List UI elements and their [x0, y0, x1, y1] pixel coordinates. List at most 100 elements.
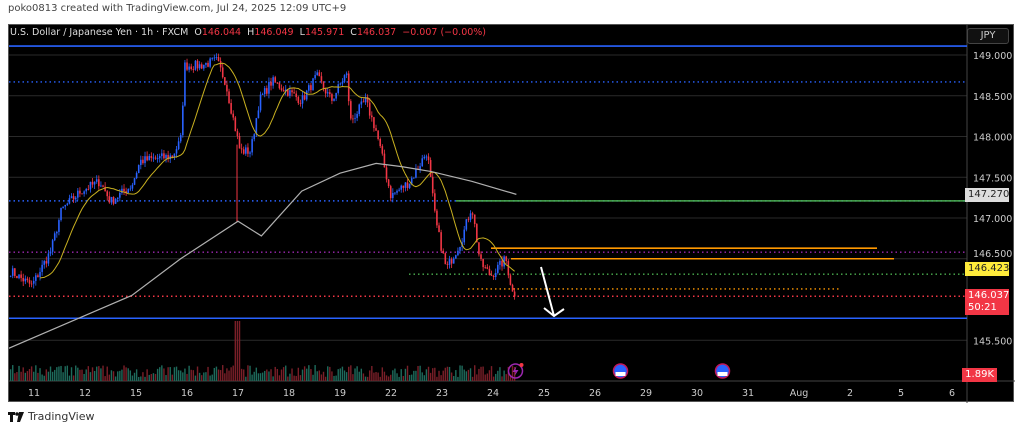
volume-bar — [207, 366, 209, 381]
candle — [209, 58, 211, 67]
fast-moving-average — [39, 62, 515, 279]
volume-bar — [102, 365, 104, 381]
candle — [465, 219, 468, 230]
volume-bar — [385, 375, 388, 381]
close-value: 146.037 — [356, 27, 397, 38]
candle — [274, 77, 277, 83]
candle — [358, 104, 361, 114]
volume-bar — [322, 371, 325, 381]
time-tick-label: 30 — [691, 388, 703, 399]
candle — [91, 181, 94, 185]
volume-bar — [337, 369, 339, 381]
candle — [26, 278, 29, 281]
candle — [121, 188, 123, 193]
candle — [282, 90, 285, 92]
candle — [127, 189, 130, 193]
volume-bar — [503, 370, 505, 381]
candle — [268, 81, 270, 94]
volume-bar — [121, 369, 123, 381]
candle — [219, 60, 222, 68]
candle — [110, 196, 113, 203]
candle — [175, 149, 178, 154]
volume-bar — [131, 375, 134, 381]
time-tick-label: 24 — [487, 388, 499, 399]
volume-bar — [77, 367, 79, 381]
volume-bar — [488, 370, 491, 381]
volume-bar — [408, 375, 411, 381]
volume-bar — [39, 368, 41, 381]
volume-bar — [331, 371, 333, 381]
volume-bar — [396, 373, 398, 381]
volume-bar — [358, 371, 360, 381]
time-tick-label: 19 — [334, 388, 346, 399]
volume-bar — [135, 369, 138, 381]
candle — [41, 264, 43, 272]
candle — [419, 166, 421, 170]
candle — [60, 208, 62, 221]
volume-bar — [299, 375, 302, 381]
volume-bar — [125, 367, 127, 381]
symbol-legend: U.S. Dollar / Japanese Yen · 1h · FXCM O… — [10, 27, 486, 38]
slow-moving-average — [9, 162, 517, 349]
chart-panel[interactable]: 149.000 148.500 148.000 147.500 147.000 146.5… — [8, 24, 1015, 403]
candle — [423, 156, 426, 159]
candle — [217, 57, 220, 61]
candle — [98, 179, 100, 187]
candle — [373, 117, 375, 129]
volume-bar — [266, 369, 268, 381]
volume-bar — [234, 321, 237, 381]
volume-bar — [26, 371, 29, 381]
volume-bar — [413, 370, 415, 381]
candle — [383, 153, 386, 168]
candle — [301, 95, 304, 104]
candle — [329, 92, 331, 95]
volume-bar — [255, 367, 258, 381]
candle — [112, 196, 115, 204]
candle — [83, 191, 85, 194]
volume-bar — [171, 374, 174, 381]
candle — [77, 190, 79, 198]
candle — [22, 277, 25, 282]
volume-bar — [492, 376, 495, 381]
volume-bar — [432, 368, 434, 381]
candle — [56, 231, 58, 234]
footer-brand[interactable]: TradingView — [8, 410, 94, 423]
volume-bar — [173, 367, 176, 381]
volume-bar — [93, 370, 96, 381]
volume-bar — [18, 365, 20, 381]
candle — [203, 64, 205, 69]
volume-bar — [474, 365, 476, 381]
candle — [70, 196, 73, 199]
candle — [341, 81, 344, 84]
candle — [450, 259, 453, 264]
candle — [51, 240, 54, 252]
volume-bar — [68, 375, 71, 381]
volume-bar — [329, 366, 331, 381]
volume-bar — [148, 374, 150, 381]
candle — [119, 192, 121, 198]
candle — [438, 225, 440, 233]
volume-bar — [226, 368, 228, 381]
volume-bar — [457, 376, 459, 381]
volume-bar — [369, 370, 371, 381]
volume-bar — [224, 373, 226, 381]
price-chart[interactable]: 149.000 148.500 148.000 147.500 147.000 146.5… — [9, 25, 1015, 403]
volume-bar — [333, 375, 335, 381]
volume-bar — [423, 375, 426, 381]
volume-bar — [381, 367, 384, 381]
candle — [247, 147, 249, 154]
volume-bar — [297, 367, 300, 381]
time-tick-label: Aug — [790, 388, 809, 399]
candle — [305, 90, 308, 100]
candle — [455, 255, 457, 259]
candle — [18, 274, 20, 279]
candle — [245, 147, 247, 154]
currency-button[interactable]: JPY — [967, 28, 1009, 44]
candle — [14, 268, 16, 276]
volume-bar — [259, 373, 262, 381]
candle — [284, 89, 287, 92]
volume-bar — [482, 366, 484, 381]
volume-bar — [213, 367, 216, 381]
candle — [326, 92, 329, 94]
candle — [79, 190, 81, 194]
